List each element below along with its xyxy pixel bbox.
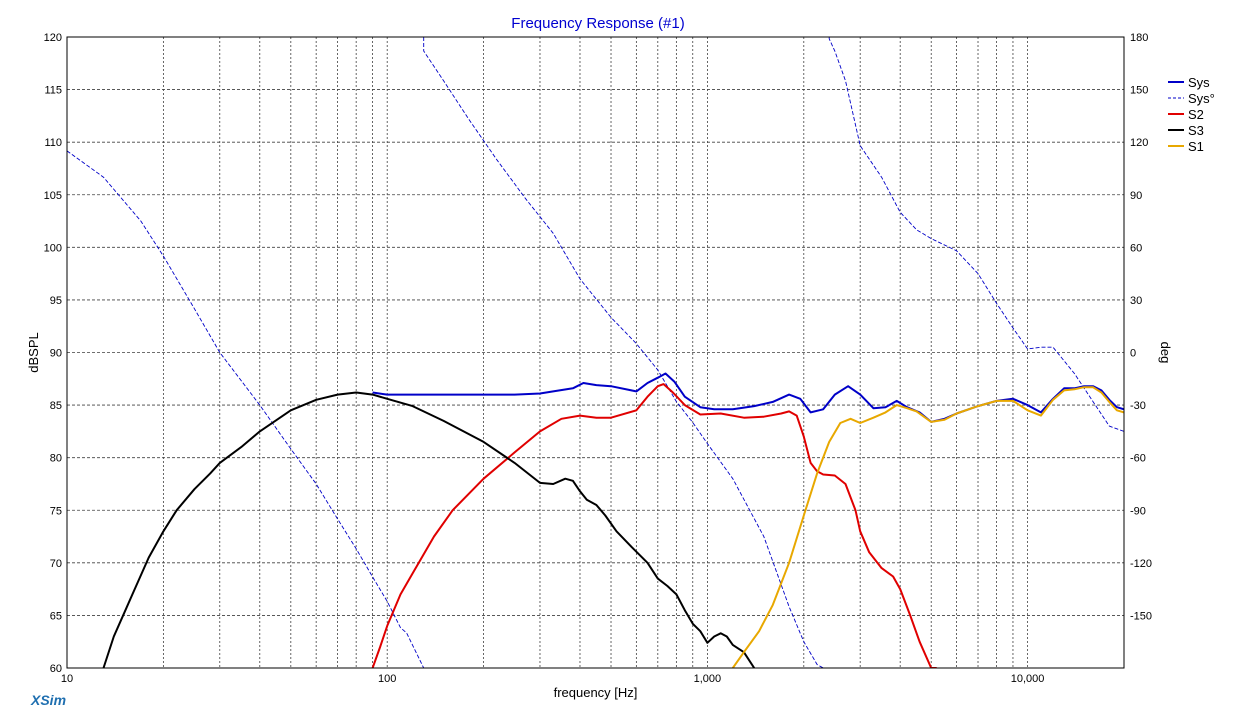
- x-tick-label: 10: [61, 673, 73, 685]
- series-s1-line: [731, 386, 1124, 668]
- legend-label: S1: [1188, 139, 1204, 154]
- y2-tick-label: 90: [1130, 190, 1142, 202]
- y2-tick-label: -120: [1130, 558, 1152, 570]
- y-tick-label: 75: [50, 505, 62, 517]
- x-tick-label: 10,000: [1011, 673, 1045, 685]
- y-tick-label: 95: [50, 295, 62, 307]
- x-tick-label: 100: [378, 673, 396, 685]
- y-tick-label: 70: [50, 558, 62, 570]
- legend-label: Sys°: [1188, 91, 1215, 106]
- app-brand-logo: XSim: [30, 692, 66, 708]
- series-s3-line: [102, 391, 756, 668]
- y2-tick-label: -30: [1130, 400, 1146, 412]
- y-tick-label: 60: [50, 663, 62, 675]
- plot-frame: [66, 36, 1125, 669]
- y2-tick-label: 60: [1130, 242, 1142, 254]
- y-tick-label: 90: [50, 348, 62, 360]
- y2-tick-label: 120: [1130, 137, 1148, 149]
- y2-tick-label: -150: [1130, 610, 1152, 622]
- y2-tick-label: 30: [1130, 295, 1142, 307]
- y-tick-label: 110: [44, 137, 62, 149]
- y-tick-label: 80: [50, 453, 62, 465]
- series-group: [67, 37, 1124, 668]
- x-axis-label: frequency [Hz]: [554, 685, 638, 700]
- y2-tick-label: -90: [1130, 505, 1146, 517]
- x-tick-label: 1,000: [694, 673, 722, 685]
- grid: [67, 37, 1124, 668]
- legend-label: S3: [1188, 123, 1204, 138]
- y2-tick-label: -60: [1130, 453, 1146, 465]
- y-tick-label: 120: [44, 32, 62, 44]
- y-tick-label: 65: [50, 610, 62, 622]
- y2-axis-label: deg: [1158, 342, 1173, 364]
- legend-label: S2: [1188, 107, 1204, 122]
- series-layer: [67, 37, 1124, 668]
- legend-label: Sys: [1188, 75, 1210, 90]
- y2-tick-label: 150: [1130, 85, 1148, 97]
- y2-tick-label: 0: [1130, 348, 1136, 360]
- y-tick-label: 100: [44, 242, 62, 254]
- chart-title: Frequency Response (#1): [511, 15, 684, 32]
- series-sys-line: [372, 372, 1124, 423]
- y-tick-label: 85: [50, 400, 62, 412]
- y2-tick-label: 180: [1130, 32, 1148, 44]
- y-tick-label: 105: [44, 190, 62, 202]
- y-axis-label: dBSPL: [26, 332, 41, 372]
- series-sys--line: [67, 37, 1124, 668]
- y-tick-label: 115: [44, 85, 62, 97]
- series-s2-line: [371, 383, 937, 668]
